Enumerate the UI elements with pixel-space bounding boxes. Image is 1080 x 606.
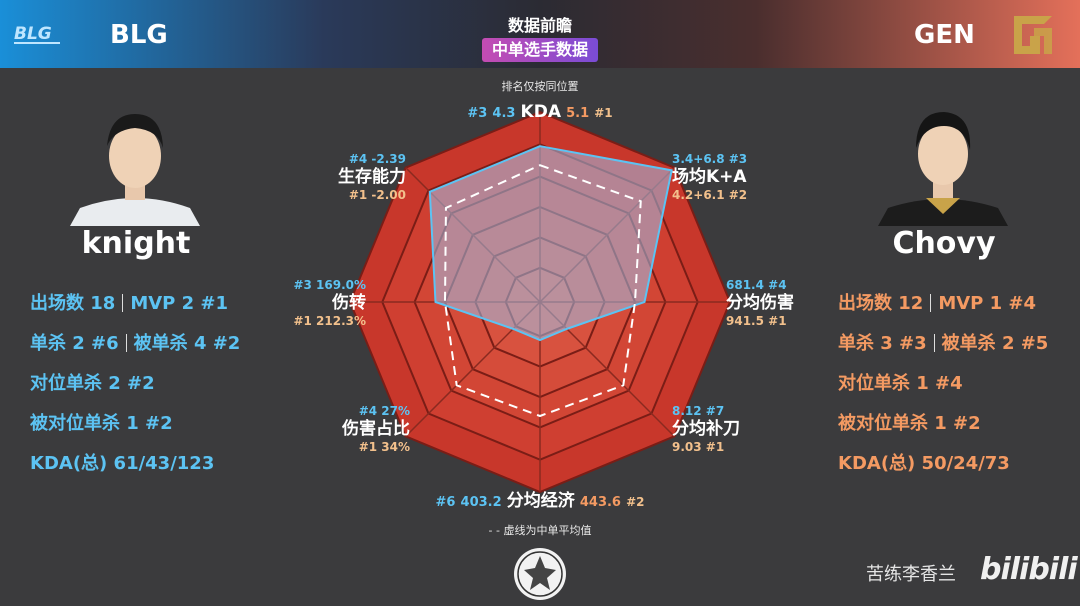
league-logo-icon [514,548,566,600]
axis-kda: #3 4.3 KDA 5.1 #1 [467,102,613,122]
player-right-name: Chovy [892,226,996,261]
axis-cs: 8.12 #7 分均补刀 9.03 #1 [672,404,740,454]
stat-row: 出场数 18 MVP 2 #1 [30,293,229,314]
axis-conversion: #3 169.0% 伤转 #1 212.3% [293,278,366,328]
avatar-right [878,96,1008,226]
radar-series-left [428,145,673,342]
separator [125,334,127,352]
stat-row: 单杀 2 #6 被单杀 4 #2 [30,333,241,354]
stat-row: 对位单杀 2 #2 [30,373,155,394]
stat-row: 对位单杀 1 #4 [838,373,963,394]
svg-text:BLG: BLG [14,24,52,44]
axis-gold: #6 403.2 分均经济 443.6 #2 [435,491,645,511]
stat-row: 单杀 3 #3 被单杀 2 #5 [838,333,1049,354]
axis-ka: 3.4+6.8 #3 场均K+A 4.2+6.1 #2 [672,152,748,202]
radar-series-average [443,164,642,418]
stat-row: 被对位单杀 1 #2 [838,413,981,434]
separator [930,294,932,312]
stat-row: KDA(总) 61/43/123 [30,453,215,474]
separator [122,294,124,312]
bilibili-logo: bilibili [980,552,1078,587]
avatar-left [70,96,200,226]
player-left-stats: 出场数 18 MVP 2 #1 单杀 2 #6 被单杀 4 #2 对位单杀 2 #2… [30,292,240,492]
blg-logo-icon: BLG [14,24,60,44]
gen-logo-icon [1014,16,1052,54]
stat-row: 被对位单杀 1 #2 [30,413,173,434]
header-bar: BLG BLG 数据前瞻 中单选手数据 GEN [0,0,1080,68]
average-note: - - 虚线为中单平均值 [488,524,592,537]
axis-share: #4 27% 伤害占比 #1 34% [342,404,410,454]
separator [933,334,935,352]
team-left-name: BLG [110,20,168,50]
page-title: 数据前瞻 [507,16,572,35]
watermark-text: 苦练李香兰 [866,564,956,585]
player-left-name: knight [81,226,191,261]
rank-note: 排名仅按同位置 [501,80,579,93]
page-subtitle: 中单选手数据 [482,38,598,62]
axis-survival: #4 -2.39 生存能力 #1 -2.00 [338,152,406,202]
stat-row: 出场数 12 MVP 1 #4 [838,293,1037,314]
axis-damage: 681.4 #4 分均伤害 941.5 #1 [726,278,794,328]
team-right-name: GEN [914,20,975,50]
player-right-stats: 出场数 12 MVP 1 #4 单杀 3 #3 被单杀 2 #5 对位单杀 1 #4… [838,292,1048,492]
stat-row: KDA(总) 50/24/73 [838,453,1010,474]
